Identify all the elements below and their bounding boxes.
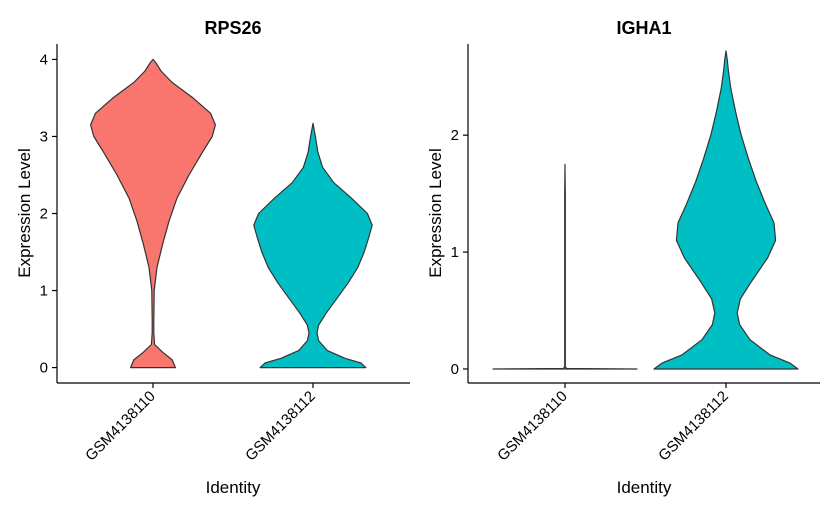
y-tick-label: 3 xyxy=(40,128,48,145)
y-axis-label: Expression Level xyxy=(426,148,445,277)
x-tick-label: GSM4138110 xyxy=(494,388,571,465)
y-tick-label: 0 xyxy=(451,361,459,378)
y-ticks: 0 1 2 xyxy=(451,127,468,378)
y-tick-label: 4 xyxy=(40,51,48,68)
y-tick-label: 0 xyxy=(40,360,48,377)
x-ticks: GSM4138110 GSM4138112 xyxy=(494,383,732,464)
y-tick-label: 1 xyxy=(40,283,48,300)
violin-gsm4138112 xyxy=(653,50,799,370)
y-tick-label: 2 xyxy=(40,206,48,223)
violin-group xyxy=(492,50,799,370)
y-ticks: 0 1 2 3 4 xyxy=(40,51,57,377)
y-tick-label: 1 xyxy=(451,244,459,261)
violin-gsm4138110 xyxy=(492,163,638,370)
y-tick-label: 2 xyxy=(451,127,459,144)
x-axis-label: Identity xyxy=(617,478,672,497)
x-tick-label: GSM4138110 xyxy=(82,388,159,465)
x-tick-label: GSM4138112 xyxy=(242,388,319,465)
x-tick-label: GSM4138112 xyxy=(655,388,732,465)
panel-title: IGHA1 xyxy=(616,18,671,38)
panel-igha1: IGHA1 0 1 2 GSM4138110 GSM4138112 Expressio… xyxy=(426,18,820,497)
panel-rps26: RPS26 0 1 2 3 4 GSM4138110 GSM4138112 Express… xyxy=(15,18,410,497)
violin-group xyxy=(90,58,373,369)
x-ticks: GSM4138110 GSM4138112 xyxy=(82,383,319,464)
x-axis-label: Identity xyxy=(206,478,261,497)
violin-gsm4138110 xyxy=(90,58,216,369)
y-axis-label: Expression Level xyxy=(15,148,34,277)
violin-gsm4138112 xyxy=(253,122,373,369)
panel-title: RPS26 xyxy=(204,18,261,38)
